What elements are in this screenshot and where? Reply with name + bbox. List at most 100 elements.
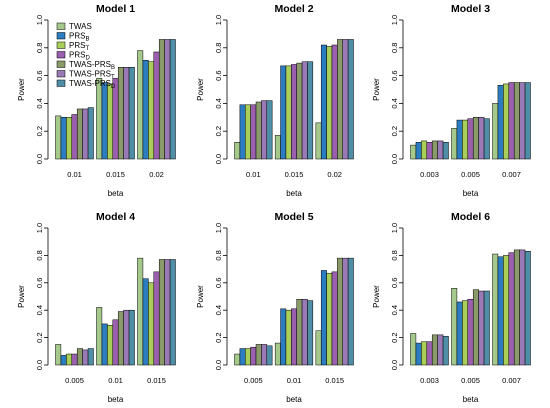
- bar-0.003-twas-prs-t: [437, 140, 444, 160]
- bar-0.02-prs-b: [320, 44, 327, 160]
- y-tick-label: 1.0: [35, 15, 44, 25]
- bar-0.003-prs-t: [421, 341, 428, 366]
- panel-title: Model 4: [96, 211, 135, 223]
- y-tick-label: 0.8: [214, 250, 223, 260]
- bar-0.01-twas: [274, 342, 281, 366]
- bar-0.015-prs-b: [280, 65, 287, 160]
- bar-0.005-twas-prs-t: [82, 349, 89, 366]
- y-tick-label: 0.2: [214, 126, 223, 136]
- y-axis-label: Power: [196, 285, 205, 308]
- legend-label: TWAS-PRST: [69, 70, 115, 81]
- bar-0.02-prs-b: [142, 60, 149, 160]
- bar-0.01-prs-t: [66, 117, 73, 160]
- panel-title: Model 3: [451, 3, 490, 15]
- x-tick-label: 0.005: [461, 376, 480, 385]
- bar-0.015-twas-prs-t: [301, 61, 308, 160]
- y-tick-label: 0.6: [390, 278, 399, 288]
- y-tick-label: 0.8: [214, 43, 223, 53]
- bar-0.01-twas-prs-d: [266, 100, 273, 160]
- legend: TWASPRSBPRSTPRSDTWAS-PRSBTWAS-PRSTTWAS-P…: [56, 22, 116, 90]
- bar-0.01-prs-t: [245, 104, 251, 160]
- y-tick-label: 0.4: [390, 305, 399, 315]
- y-tick-label: 0.0: [214, 154, 223, 164]
- y-tick-label: 1.0: [214, 223, 223, 233]
- bar-0.005-twas: [234, 353, 241, 366]
- x-tick-label: 0.003: [420, 376, 439, 385]
- bar-0.003-prs-d: [426, 341, 433, 366]
- x-tick-label: 0.015: [285, 170, 304, 179]
- bar-0.015-twas: [137, 257, 144, 366]
- bar-0.02-twas-prs-t: [164, 39, 171, 160]
- x-tick-label: 0.01: [67, 170, 82, 179]
- bar-0.007-twas-prs-b: [513, 249, 520, 366]
- legend-label: TWAS-PRSB: [69, 60, 115, 71]
- bar-0.005-prs-b: [456, 119, 463, 160]
- bar-0.02-twas-prs-d: [169, 39, 176, 160]
- bar-0.015-prs-b: [142, 278, 149, 366]
- bar-0.01-twas-prs-b: [255, 101, 262, 160]
- legend-label: TWAS-PRSD: [69, 79, 116, 90]
- bar-0.01-prs-t: [107, 325, 114, 366]
- bar-0.015-twas-prs-d: [347, 257, 354, 366]
- legend-swatch: [56, 41, 66, 49]
- bar-0.007-prs-t: [503, 255, 510, 366]
- y-tick-label: 0.0: [390, 154, 399, 164]
- y-tick-label: 0.6: [214, 70, 223, 80]
- x-tick-label: 0.003: [420, 170, 439, 179]
- y-axis-label: Power: [372, 285, 381, 308]
- bar-0.005-twas-prs-b: [472, 289, 479, 366]
- bar-0.007-twas-prs-t: [519, 82, 526, 160]
- bar-0.01-twas-prs-t: [301, 298, 308, 366]
- bar-0.01-prs-b: [101, 323, 108, 366]
- bar-0.01-prs-b: [60, 117, 67, 160]
- bar-0.015-twas: [315, 330, 322, 366]
- bar-0.005-twas-prs-d: [483, 118, 490, 160]
- x-axis-label: beta: [286, 395, 302, 404]
- bar-0.007-twas: [492, 253, 499, 366]
- bar-0.01-prs-t: [285, 309, 292, 366]
- bar-0.005-twas-prs-d: [483, 290, 490, 366]
- bar-0.015-prs-t: [285, 65, 292, 160]
- panel-model-2: Model 2 0.0 0.2 0.4 0.6 0.8 1.0 Power 0.01 0.015 0…: [196, 3, 354, 198]
- y-tick-label: 0.4: [390, 98, 399, 108]
- bar-0.003-twas-prs-d: [442, 142, 449, 160]
- bar-0.007-prs-d: [508, 252, 515, 366]
- bar-0.005-prs-b: [239, 348, 246, 366]
- x-tick-label: 0.01: [246, 170, 261, 179]
- y-tick-label: 0.8: [390, 250, 399, 260]
- x-tick-label: 0.01: [108, 376, 123, 385]
- legend-swatch: [56, 79, 66, 87]
- bar-0.005-twas-prs-t: [261, 344, 268, 366]
- bar-0.005-prs-d: [250, 346, 257, 366]
- legend-label: PRST: [69, 41, 89, 52]
- bar-0.007-twas-prs-b: [513, 82, 520, 160]
- x-axis-label: beta: [108, 395, 124, 404]
- bar-0.003-twas: [410, 333, 417, 366]
- bar-0.005-twas-prs-d: [87, 348, 94, 366]
- bar-0.015-twas-prs-b: [296, 62, 303, 160]
- bar-0.01-twas-prs-b: [296, 298, 303, 366]
- bar-0.005-twas: [55, 344, 62, 366]
- y-axis-label: Power: [17, 285, 26, 308]
- panel-title: Model 2: [274, 3, 313, 15]
- x-axis-label: beta: [286, 189, 302, 198]
- bar-0.007-prs-b: [497, 256, 504, 366]
- bar-0.015-prs-t: [148, 282, 155, 366]
- bar-0.02-twas-prs-b: [337, 39, 343, 160]
- bar-0.003-twas-prs-b: [431, 140, 438, 160]
- y-tick-label: 1.0: [390, 223, 399, 233]
- legend-swatch: [56, 70, 66, 78]
- bar-0.005-twas-prs-b: [255, 344, 262, 366]
- bar-0.003-twas-prs-t: [437, 334, 444, 366]
- bar-0.005-prs-b: [456, 301, 463, 366]
- bar-0.005-twas-prs-t: [478, 117, 485, 160]
- bar-0.01-prs-b: [239, 104, 246, 160]
- x-tick-label: 0.005: [244, 376, 263, 385]
- bar-0.005-twas: [451, 128, 458, 160]
- bar-0.01-twas-prs-t: [261, 100, 268, 160]
- y-tick-label: 0.8: [390, 43, 399, 53]
- y-tick-label: 0.8: [35, 43, 44, 53]
- bar-0.005-prs-t: [462, 119, 469, 160]
- bar-0.01-prs-d: [291, 308, 297, 366]
